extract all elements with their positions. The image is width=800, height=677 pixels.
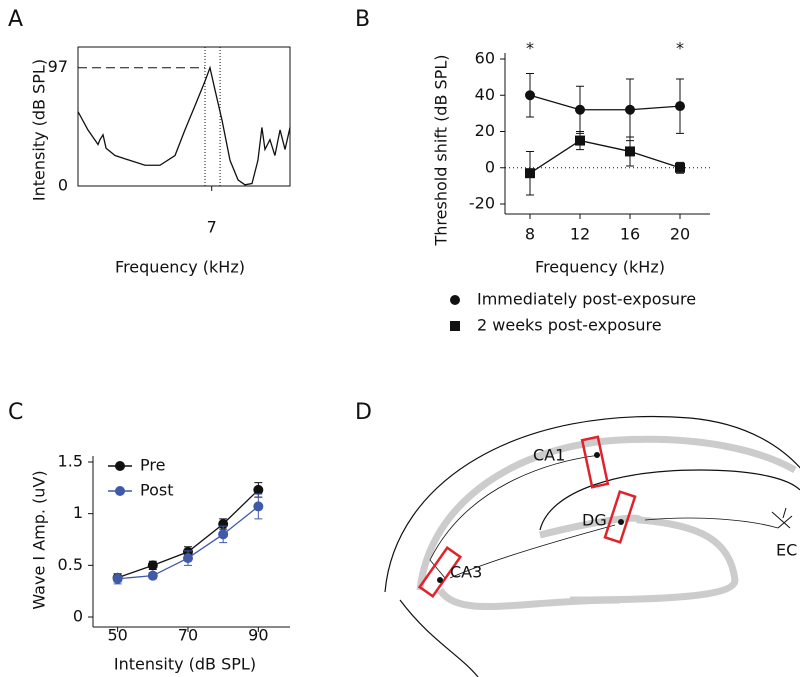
- marker: [182, 553, 193, 564]
- annotation: *: [676, 39, 684, 58]
- series-line: [117, 505, 259, 580]
- y-tick-label: 60: [475, 49, 495, 68]
- legend-label: Post: [140, 481, 173, 500]
- region-label: EC: [776, 541, 797, 560]
- legend-marker: [450, 321, 460, 331]
- y-tick-label: 0: [58, 176, 68, 195]
- outline: [384, 416, 800, 593]
- marker: [575, 135, 585, 146]
- marker: [218, 529, 229, 540]
- y-tick-label: 0: [73, 607, 83, 626]
- marker: [625, 146, 635, 157]
- hippocampus-diagram: D CA1 DG CA3 EC: [355, 400, 800, 677]
- legend-marker: [450, 295, 460, 305]
- legend-marker: [115, 486, 125, 496]
- y-axis-label: Threshold shift (dB SPL): [432, 55, 451, 247]
- marker: [253, 501, 264, 512]
- marker: [575, 104, 585, 115]
- marker: [147, 570, 158, 581]
- x-axis-label: Frequency (kHz): [535, 258, 665, 277]
- y-axis-label: Intensity (dB SPL): [30, 59, 49, 201]
- legend-marker: [115, 461, 125, 471]
- series-line: [77, 65, 291, 186]
- marker: [112, 573, 123, 584]
- x-tick-label: 70: [178, 626, 198, 645]
- x-tick-label: 50: [107, 626, 127, 645]
- y-axis-label: Wave I Amp. (uV): [30, 470, 49, 609]
- cell-layer: [416, 435, 797, 591]
- marker: [253, 484, 264, 495]
- region-box: [417, 546, 463, 598]
- region-label: DG: [582, 511, 607, 530]
- region-box: [603, 490, 637, 544]
- x-tick-label: 20: [670, 225, 690, 244]
- y-tick-label: 20: [475, 121, 495, 140]
- plot-frame: [77, 46, 291, 187]
- fiber: [429, 454, 601, 579]
- legend-label: Pre: [140, 456, 165, 475]
- series-line: [529, 94, 681, 111]
- y-tick-label: 40: [475, 85, 495, 104]
- outline: [539, 469, 800, 531]
- panel-label: B: [355, 7, 370, 32]
- panel-label: C: [8, 400, 23, 425]
- y-tick-label: 1: [73, 503, 83, 522]
- neuron: [618, 519, 624, 525]
- panel-label: A: [8, 7, 23, 32]
- legend-label: Immediately post-exposure: [477, 290, 696, 309]
- y-tick-label: -20: [469, 194, 495, 213]
- marker: [147, 560, 158, 571]
- annotation: *: [526, 39, 534, 58]
- marker: [675, 101, 685, 112]
- x-axis-label: Intensity (dB SPL): [114, 655, 256, 674]
- fiber: [449, 524, 616, 579]
- y-tick-label: 0: [485, 157, 495, 176]
- cell-layer: [437, 587, 621, 610]
- neuron: [594, 452, 600, 458]
- cell-layer: [539, 514, 739, 604]
- x-tick-label: 7: [207, 218, 217, 237]
- marker: [525, 168, 535, 179]
- outline: [399, 599, 479, 677]
- marker: [675, 162, 685, 173]
- neuron: [437, 577, 443, 583]
- x-tick-label: 8: [525, 225, 535, 244]
- x-axis-label: Frequency (kHz): [115, 258, 245, 277]
- x-tick-label: 90: [248, 626, 268, 645]
- region-label: CA3: [450, 563, 482, 582]
- y-tick-label: 1.5: [58, 452, 83, 471]
- region-box: [580, 435, 610, 489]
- panel-label: D: [355, 400, 372, 425]
- series-line: [529, 139, 681, 174]
- region-label: CA1: [533, 446, 565, 465]
- neuron: [771, 507, 793, 529]
- marker: [525, 90, 535, 101]
- x-tick-label: 16: [620, 225, 640, 244]
- y-tick-label: 97: [48, 57, 68, 76]
- y-tick-label: 0.5: [58, 555, 83, 574]
- x-tick-label: 12: [570, 225, 590, 244]
- marker: [625, 104, 635, 115]
- legend-label: 2 weeks post-exposure: [477, 316, 662, 335]
- fiber: [644, 517, 779, 529]
